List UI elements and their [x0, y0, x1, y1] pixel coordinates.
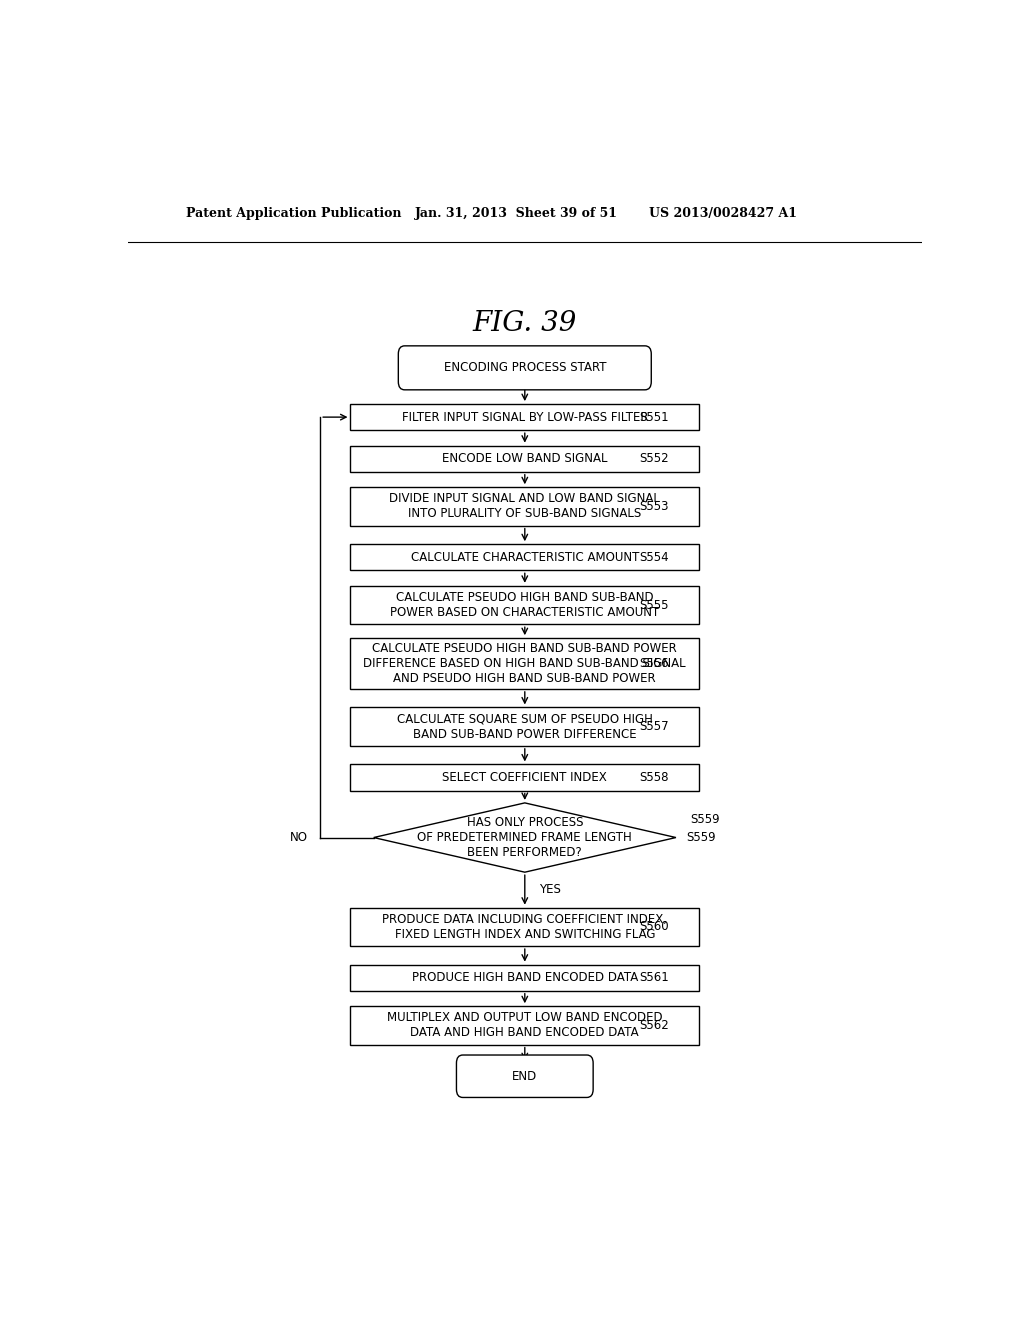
Bar	[350, 404, 699, 430]
Text: S551: S551	[640, 411, 669, 424]
Text: ENCODING PROCESS START: ENCODING PROCESS START	[443, 362, 606, 375]
Text: ENCODE LOW BAND SIGNAL: ENCODE LOW BAND SIGNAL	[442, 453, 607, 465]
Text: PRODUCE DATA INCLUDING COEFFICIENT INDEX,
FIXED LENGTH INDEX AND SWITCHING FLAG: PRODUCE DATA INCLUDING COEFFICIENT INDEX…	[382, 913, 668, 941]
Bar	[350, 965, 699, 991]
Text: DIVIDE INPUT SIGNAL AND LOW BAND SIGNAL
INTO PLURALITY OF SUB-BAND SIGNALS: DIVIDE INPUT SIGNAL AND LOW BAND SIGNAL …	[389, 492, 660, 520]
Text: S556: S556	[640, 657, 669, 671]
Text: END: END	[512, 1069, 538, 1082]
Bar	[350, 638, 699, 689]
Text: CALCULATE PSEUDO HIGH BAND SUB-BAND
POWER BASED ON CHARACTERISTIC AMOUNT: CALCULATE PSEUDO HIGH BAND SUB-BAND POWE…	[390, 591, 659, 619]
Text: S561: S561	[640, 972, 670, 985]
Text: S555: S555	[640, 598, 669, 611]
Text: S558: S558	[640, 771, 669, 784]
Text: HAS ONLY PROCESS
OF PREDETERMINED FRAME LENGTH
BEEN PERFORMED?: HAS ONLY PROCESS OF PREDETERMINED FRAME …	[418, 816, 632, 859]
Text: CALCULATE PSEUDO HIGH BAND SUB-BAND POWER
DIFFERENCE BASED ON HIGH BAND SUB-BAND: CALCULATE PSEUDO HIGH BAND SUB-BAND POWE…	[364, 642, 686, 685]
Text: MULTIPLEX AND OUTPUT LOW BAND ENCODED
DATA AND HIGH BAND ENCODED DATA: MULTIPLEX AND OUTPUT LOW BAND ENCODED DA…	[387, 1011, 663, 1039]
Polygon shape	[374, 803, 676, 873]
Text: FIG. 39: FIG. 39	[473, 310, 577, 338]
Text: US 2013/0028427 A1: US 2013/0028427 A1	[649, 207, 797, 220]
Text: FILTER INPUT SIGNAL BY LOW-PASS FILTER: FILTER INPUT SIGNAL BY LOW-PASS FILTER	[401, 411, 648, 424]
Text: Patent Application Publication: Patent Application Publication	[186, 207, 401, 220]
FancyBboxPatch shape	[398, 346, 651, 389]
Bar	[350, 544, 699, 570]
Text: S562: S562	[640, 1019, 670, 1032]
Bar	[350, 908, 699, 946]
Text: S554: S554	[640, 550, 669, 564]
Bar	[350, 1006, 699, 1044]
Text: PRODUCE HIGH BAND ENCODED DATA: PRODUCE HIGH BAND ENCODED DATA	[412, 972, 638, 985]
Bar	[350, 764, 699, 791]
Text: S559: S559	[690, 813, 720, 825]
FancyBboxPatch shape	[457, 1055, 593, 1097]
Bar	[350, 586, 699, 624]
Text: YES: YES	[539, 883, 560, 896]
Bar	[350, 446, 699, 471]
Text: S559: S559	[686, 832, 716, 843]
Text: CALCULATE SQUARE SUM OF PSEUDO HIGH
BAND SUB-BAND POWER DIFFERENCE: CALCULATE SQUARE SUM OF PSEUDO HIGH BAND…	[397, 713, 652, 741]
Text: S560: S560	[640, 920, 669, 933]
Text: S557: S557	[640, 721, 669, 733]
Bar	[350, 487, 699, 525]
Bar	[350, 708, 699, 746]
Text: Jan. 31, 2013  Sheet 39 of 51: Jan. 31, 2013 Sheet 39 of 51	[415, 207, 617, 220]
Text: S552: S552	[640, 453, 669, 465]
Text: S553: S553	[640, 500, 669, 513]
Text: SELECT COEFFICIENT INDEX: SELECT COEFFICIENT INDEX	[442, 771, 607, 784]
Text: NO: NO	[290, 832, 308, 843]
Text: CALCULATE CHARACTERISTIC AMOUNT: CALCULATE CHARACTERISTIC AMOUNT	[411, 550, 639, 564]
